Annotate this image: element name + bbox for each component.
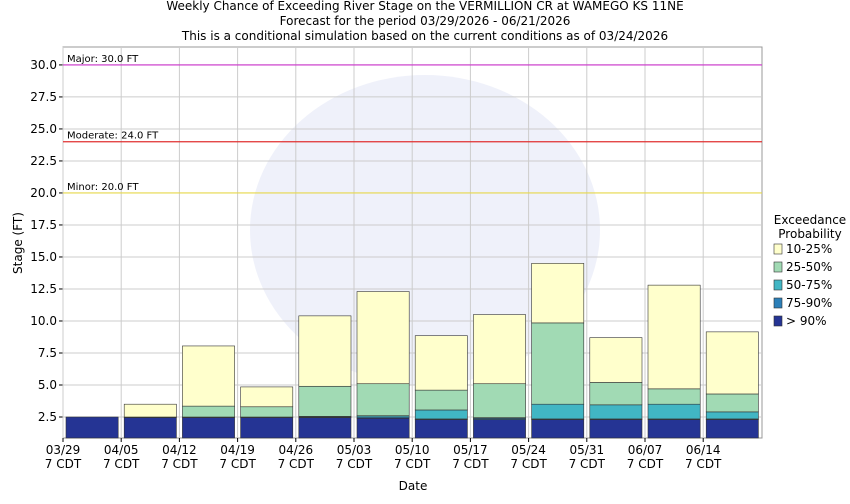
bar-segment bbox=[414, 409, 468, 420]
y-tick-label: 17.5 bbox=[30, 218, 57, 232]
bar-segment bbox=[414, 389, 468, 411]
y-tick-label: 10.0 bbox=[30, 314, 57, 328]
x-tick-sublabel: 7 CDT bbox=[278, 457, 315, 471]
x-tick-sublabel: 7 CDT bbox=[161, 457, 198, 471]
legend-label: > 90% bbox=[786, 314, 827, 328]
bar-segment bbox=[182, 405, 235, 418]
x-tick-sublabel: 7 CDT bbox=[569, 457, 606, 471]
x-tick-label: 04/05 bbox=[104, 443, 139, 457]
y-tick-label: 5.0 bbox=[38, 378, 57, 392]
x-tick-label: 05/17 bbox=[453, 443, 488, 457]
x-tick-sublabel: 7 CDT bbox=[510, 457, 547, 471]
bar-segment bbox=[356, 291, 410, 385]
legend-label: 75-90% bbox=[786, 296, 832, 310]
legend-swatch bbox=[773, 279, 783, 291]
bar-segment bbox=[182, 345, 235, 407]
bar-segment bbox=[356, 383, 410, 417]
bar-segment bbox=[647, 403, 701, 420]
bar-segment bbox=[589, 337, 643, 383]
bar-segment bbox=[647, 284, 701, 390]
bar-segment bbox=[65, 416, 119, 439]
threshold-label: Major: 30.0 FT bbox=[67, 54, 139, 65]
legend-swatch bbox=[773, 297, 783, 309]
bar-segment bbox=[123, 417, 177, 439]
bar-segment bbox=[705, 411, 759, 420]
x-axis-label: Date bbox=[399, 479, 428, 493]
bar-segment bbox=[647, 419, 701, 439]
bar-segment bbox=[705, 331, 759, 395]
x-tick-sublabel: 7 CDT bbox=[627, 457, 664, 471]
x-tick-label: 05/10 bbox=[395, 443, 430, 457]
legend-label: 50-75% bbox=[786, 278, 832, 292]
threshold-label: Minor: 20.0 FT bbox=[67, 182, 139, 193]
x-tick-sublabel: 7 CDT bbox=[103, 457, 140, 471]
y-tick-label: 15.0 bbox=[30, 250, 57, 264]
legend-title: Exceedance bbox=[774, 213, 846, 227]
x-tick-sublabel: 7 CDT bbox=[45, 457, 82, 471]
y-tick-label: 7.5 bbox=[38, 346, 57, 360]
x-tick-label: 04/12 bbox=[162, 443, 197, 457]
x-tick-label: 03/29 bbox=[46, 443, 81, 457]
bar-segment bbox=[589, 419, 643, 439]
x-tick-label: 04/26 bbox=[279, 443, 314, 457]
x-tick-label: 05/03 bbox=[337, 443, 372, 457]
bar-segment bbox=[298, 315, 352, 387]
title: Forecast for the period 03/29/2026 - 06/… bbox=[280, 14, 571, 28]
x-tick-label: 06/07 bbox=[628, 443, 663, 457]
y-tick-label: 20.0 bbox=[30, 186, 57, 200]
bar-segment bbox=[531, 322, 585, 405]
bar-segment bbox=[240, 417, 294, 439]
y-tick-label: 27.5 bbox=[30, 90, 57, 104]
legend-label: 10-25% bbox=[786, 242, 832, 256]
x-tick-sublabel: 7 CDT bbox=[452, 457, 489, 471]
legend-swatch bbox=[773, 315, 783, 327]
x-tick-sublabel: 7 CDT bbox=[219, 457, 256, 471]
y-tick-label: 25.0 bbox=[30, 122, 57, 136]
legend-swatch bbox=[773, 261, 783, 273]
bar-segment bbox=[123, 403, 177, 418]
y-tick-label: 22.5 bbox=[30, 154, 57, 168]
legend-label: 25-50% bbox=[786, 260, 832, 274]
bar-segment bbox=[531, 263, 585, 324]
bar-segment bbox=[298, 385, 352, 417]
x-tick-sublabel: 7 CDT bbox=[685, 457, 722, 471]
legend-title: Probability bbox=[778, 227, 841, 241]
legend-swatch bbox=[773, 243, 783, 255]
bar-segment bbox=[647, 388, 701, 405]
x-tick-label: 04/19 bbox=[220, 443, 255, 457]
y-tick-label: 12.5 bbox=[30, 282, 57, 296]
y-tick-label: 30.0 bbox=[30, 58, 57, 72]
bar-segment bbox=[473, 419, 526, 439]
bar-segment bbox=[473, 383, 526, 418]
x-tick-label: 05/24 bbox=[511, 443, 546, 457]
bar-segment bbox=[240, 406, 294, 418]
bar-segment bbox=[414, 419, 468, 439]
bar-segment bbox=[705, 419, 759, 439]
bar-segment bbox=[705, 393, 759, 413]
bar-segment bbox=[589, 404, 643, 420]
bar-segment bbox=[182, 417, 235, 439]
y-tick-label: 2.5 bbox=[38, 410, 57, 424]
x-tick-label: 06/14 bbox=[686, 443, 721, 457]
y-axis-label: Stage (FT) bbox=[11, 212, 25, 274]
watermark bbox=[250, 75, 600, 385]
bar-segment bbox=[589, 382, 643, 406]
x-tick-label: 05/31 bbox=[570, 443, 605, 457]
x-tick-sublabel: 7 CDT bbox=[336, 457, 373, 471]
title: Weekly Chance of Exceeding River Stage o… bbox=[166, 0, 683, 13]
bar-segment bbox=[531, 419, 585, 439]
threshold-label: Moderate: 24.0 FT bbox=[67, 131, 159, 142]
bar-segment bbox=[356, 417, 410, 439]
title: This is a conditional simulation based o… bbox=[181, 29, 668, 43]
bar-segment bbox=[298, 417, 352, 439]
bar-segment bbox=[414, 335, 468, 391]
x-tick-sublabel: 7 CDT bbox=[394, 457, 431, 471]
bar-segment bbox=[240, 386, 294, 408]
bar-segment bbox=[531, 403, 585, 420]
bar-segment bbox=[473, 314, 526, 385]
